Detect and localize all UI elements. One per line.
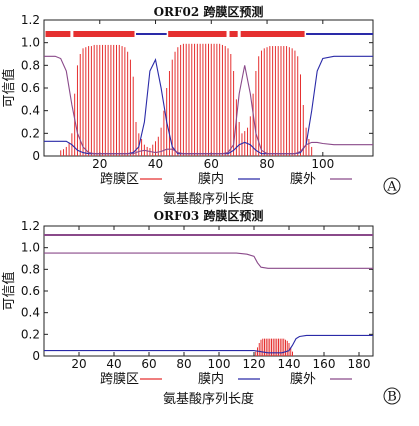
x-tick-label: 180 xyxy=(348,357,371,371)
x-tick-label: 80 xyxy=(176,357,191,371)
x-tick-label: 80 xyxy=(259,157,274,171)
y-tick-label: 0.4 xyxy=(21,306,40,320)
y-tick-label: 1.2 xyxy=(21,13,40,27)
x-tick-label: 60 xyxy=(141,357,156,371)
legend-label: 膜内 xyxy=(198,171,224,187)
y-axis-label: 可信值 xyxy=(1,271,17,310)
y-tick-label: 0.8 xyxy=(21,58,40,72)
x-tick-label: 160 xyxy=(313,357,336,371)
y-tick-label: 0.2 xyxy=(21,327,40,341)
legend-label: 跨膜区 xyxy=(100,172,139,187)
legend-label: 跨膜区 xyxy=(100,372,139,387)
x-tick-label: 20 xyxy=(71,357,86,371)
chart-title: ORF02 跨膜区预测 xyxy=(154,4,264,19)
y-tick-label: 0 xyxy=(32,349,40,363)
outside-series-line xyxy=(44,252,373,269)
y-tick-label: 1.0 xyxy=(21,36,40,50)
legend-label: 膜内 xyxy=(198,371,224,387)
x-tick-label: 40 xyxy=(106,357,121,371)
y-tick-label: 0.2 xyxy=(21,126,40,140)
legend-label: 膜外 xyxy=(290,372,316,387)
panel-label-circle xyxy=(383,387,401,405)
y-tick-label: 0.6 xyxy=(21,81,40,95)
panel-label-circle xyxy=(383,177,401,195)
y-tick-label: 1.2 xyxy=(21,219,40,233)
plot-area xyxy=(44,31,373,156)
y-axis-label: 可信值 xyxy=(1,68,17,107)
legend-label: 膜外 xyxy=(290,172,316,187)
x-tick-label: 140 xyxy=(278,357,301,371)
x-tick-label: 60 xyxy=(204,157,219,171)
x-tick-label: 100 xyxy=(311,157,334,171)
x-axis-label: 氨基酸序列长度 xyxy=(163,391,254,407)
y-tick-label: 0 xyxy=(32,149,40,163)
plot-area xyxy=(44,234,373,356)
x-tick-label: 120 xyxy=(243,357,266,371)
x-tick-label: 20 xyxy=(92,157,107,171)
panel-label: B xyxy=(387,390,397,405)
panel-label: A xyxy=(386,180,397,195)
chart-panel-B: ORF03 跨膜区预测 0 0.2 0.4 0.6 0.8 1.0 1.2 20 40 60 80 10… xyxy=(1,208,401,407)
y-tick-label: 0.4 xyxy=(21,104,40,118)
outside-series-line xyxy=(44,55,373,155)
chart-panel-A: ORF02 跨膜区预测 0 0.2 0.4 0.6 0.8 1.0 1.2 20 40 60 80 10… xyxy=(1,4,401,207)
y-tick-label: 0.6 xyxy=(21,284,40,298)
x-tick-label: 40 xyxy=(148,157,163,171)
chart-title: ORF03 跨膜区预测 xyxy=(154,208,264,223)
y-tick-label: 0.8 xyxy=(21,262,40,276)
plot-frame xyxy=(43,225,374,357)
x-tick-label: 100 xyxy=(208,357,231,371)
y-tick-label: 1.0 xyxy=(21,241,40,255)
x-axis-label: 氨基酸序列长度 xyxy=(163,191,254,207)
inside-series-line xyxy=(44,334,373,354)
